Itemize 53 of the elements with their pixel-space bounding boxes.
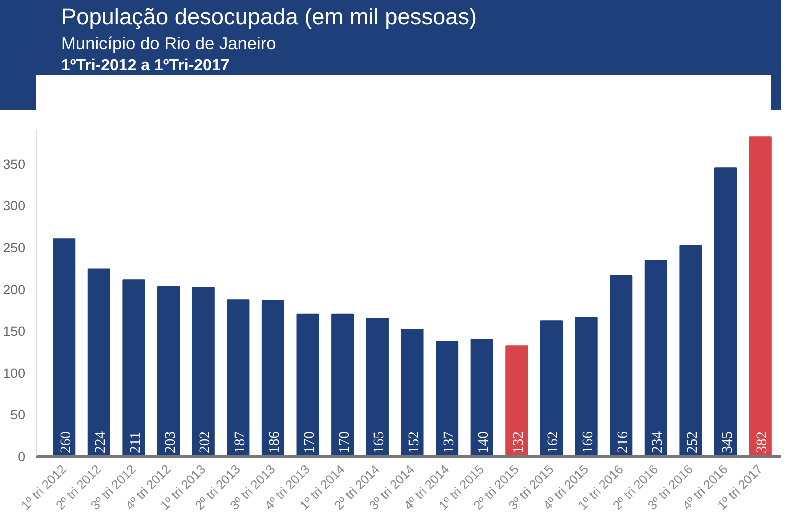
y-tick-label: 350 — [3, 156, 26, 172]
data-label: 166 — [580, 432, 597, 454]
bar — [436, 341, 459, 456]
data-label: 260 — [58, 432, 74, 454]
bar — [192, 287, 215, 456]
data-label: 345 — [720, 432, 736, 454]
bar — [644, 260, 668, 456]
bar — [714, 168, 738, 456]
data-label: 382 — [754, 432, 771, 454]
bar — [53, 238, 76, 456]
bar — [262, 300, 285, 456]
bar — [158, 286, 180, 456]
y-tick-label: 0 — [18, 450, 26, 464]
bar — [470, 338, 494, 456]
y-tick-label: 150 — [3, 324, 26, 340]
data-label: 170 — [336, 432, 353, 454]
y-tick-label: 250 — [3, 240, 26, 256]
data-label: 170 — [302, 432, 318, 454]
data-label: 224 — [93, 430, 110, 454]
bar — [366, 318, 389, 456]
data-label: 137 — [441, 432, 458, 454]
data-label: 252 — [684, 432, 701, 454]
bar — [401, 328, 424, 456]
data-label: 234 — [650, 430, 666, 454]
data-label: 203 — [162, 432, 179, 454]
bar — [506, 346, 528, 456]
bar — [227, 300, 250, 456]
y-tick-label: 50 — [10, 408, 26, 423]
data-label: 165 — [372, 432, 388, 454]
data-label: 162 — [546, 432, 562, 454]
bar — [88, 268, 110, 456]
bar — [749, 136, 772, 456]
data-label: 152 — [406, 432, 422, 454]
bar — [296, 314, 320, 456]
data-label: 216 — [615, 432, 632, 454]
data-label: 211 — [128, 432, 144, 454]
bar — [680, 245, 702, 456]
chart-subtitle: Município do Rio de Janeiro — [62, 34, 276, 54]
y-tick-label: 100 — [3, 366, 26, 381]
bar — [332, 314, 354, 456]
bar — [575, 317, 598, 456]
data-label: 132 — [510, 432, 527, 454]
bar — [122, 280, 146, 456]
data-label: 202 — [198, 432, 214, 454]
bar — [610, 275, 633, 456]
y-tick-label: 300 — [3, 198, 26, 214]
y-tick-label: 200 — [3, 282, 26, 298]
data-label: 186 — [267, 432, 284, 454]
chart-title: População desocupada (em mil pessoas) — [62, 4, 478, 30]
data-label: 140 — [476, 432, 492, 454]
text: 1ºTri-2012 a 1ºTri-2017 — [62, 58, 230, 74]
data-label: 187 — [232, 432, 248, 454]
bar — [540, 320, 564, 456]
